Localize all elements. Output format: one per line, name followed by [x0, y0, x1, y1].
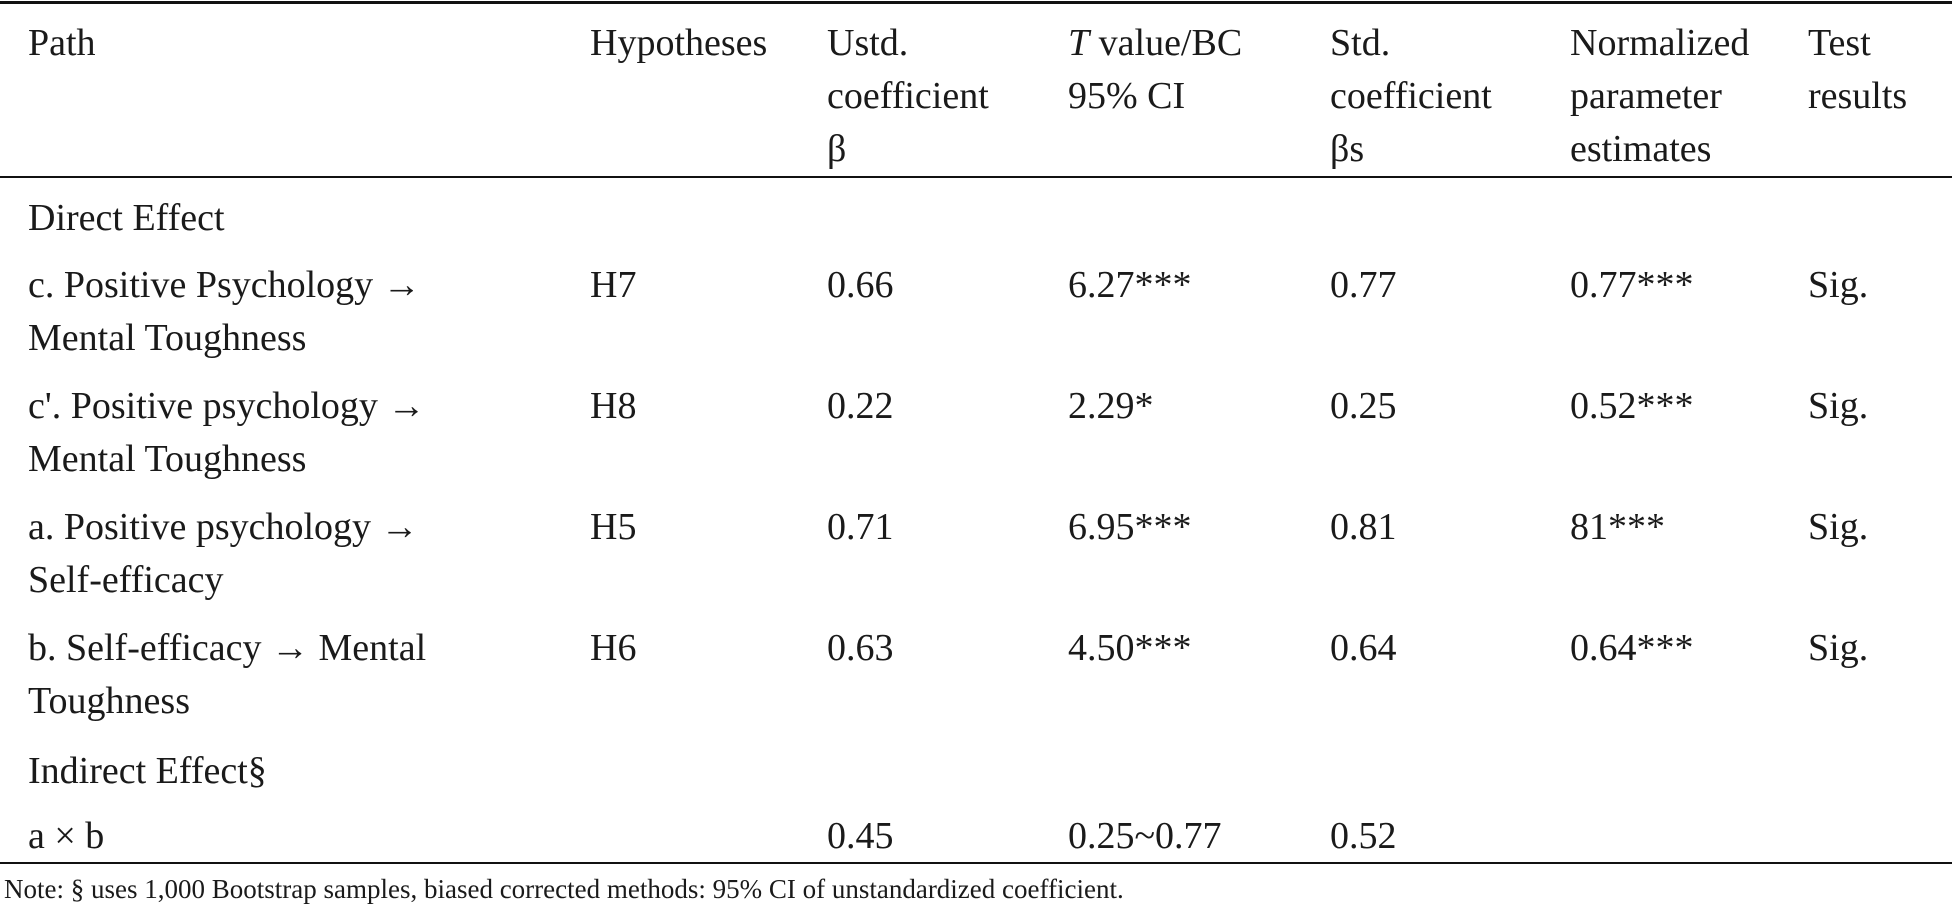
header-ustd-line2: coefficient	[827, 75, 989, 117]
row-1-hypothesis: H7	[590, 264, 637, 306]
header-norm-line2: parameter	[1570, 75, 1722, 117]
header-std-line3: βs	[1330, 128, 1365, 170]
row-1-path-line1: c. Positive Psychology →	[28, 264, 421, 306]
row-2-path-line2: Mental Toughness	[28, 438, 307, 480]
header-t-italic: T	[1068, 22, 1090, 64]
indirect-row-ustd: 0.45	[827, 815, 894, 857]
row-4-path: b. Self-efficacy → Mental Toughness	[28, 622, 426, 728]
row-3-path-line2: Self-efficacy	[28, 559, 224, 601]
header-t-line2: 95% CI	[1068, 75, 1186, 117]
header-test-results: Test results	[1808, 17, 1907, 123]
row-2-test-result: Sig.	[1808, 385, 1869, 427]
row-1-path: c. Positive Psychology → Mental Toughnes…	[28, 259, 421, 365]
bottom-rule	[0, 862, 1952, 864]
header-t-rest: value/BC	[1089, 22, 1243, 64]
indirect-row-std: 0.52	[1330, 815, 1397, 857]
row-3-ustd: 0.71	[827, 506, 894, 548]
row-3-path: a. Positive psychology → Self-efficacy	[28, 501, 419, 607]
row-3-test-result: Sig.	[1808, 506, 1869, 548]
header-test-line2: results	[1808, 75, 1908, 117]
row-1-normalized: 0.77***	[1570, 264, 1694, 306]
header-norm-line1: Normalized	[1570, 22, 1750, 64]
row-3-std: 0.81	[1330, 506, 1397, 548]
header-std-line1: Std.	[1330, 22, 1391, 64]
row-4-hypothesis: H6	[590, 627, 637, 669]
header-rule	[0, 176, 1952, 178]
row-2-path-line1: c'. Positive psychology →	[28, 385, 426, 427]
row-3-path-line1: a. Positive psychology →	[28, 506, 419, 548]
header-normalized-estimates: Normalized parameter estimates	[1570, 17, 1749, 176]
table-note: Note: § uses 1,000 Bootstrap samples, bi…	[4, 874, 1124, 904]
header-ustd-line1: Ustd.	[827, 22, 909, 64]
row-3-normalized: 81***	[1570, 506, 1665, 548]
row-3-t-value: 6.95***	[1068, 506, 1192, 548]
header-t-line1: T value/BC	[1068, 17, 1242, 70]
row-4-normalized: 0.64***	[1570, 627, 1694, 669]
row-2-path: c'. Positive psychology → Mental Toughne…	[28, 380, 425, 486]
row-4-t-value: 4.50***	[1068, 627, 1192, 669]
row-2-std: 0.25	[1330, 385, 1397, 427]
header-std-coefficient: Std. coefficient βs	[1330, 17, 1492, 176]
row-4-path-line2: Toughness	[28, 680, 191, 722]
row-2-t-value: 2.29*	[1068, 385, 1154, 427]
header-t-value: T value/BC 95% CI	[1068, 17, 1242, 123]
row-1-std: 0.77	[1330, 264, 1397, 306]
header-ustd-coefficient: Ustd. coefficient β	[827, 17, 989, 176]
row-1-ustd: 0.66	[827, 264, 894, 306]
section-indirect-effect: Indirect Effect§	[28, 750, 267, 792]
row-4-ustd: 0.63	[827, 627, 894, 669]
row-1-t-value: 6.27***	[1068, 264, 1192, 306]
header-std-line2: coefficient	[1330, 75, 1492, 117]
header-hypotheses: Hypotheses	[590, 22, 768, 64]
row-2-hypothesis: H8	[590, 385, 637, 427]
header-norm-line3: estimates	[1570, 128, 1712, 170]
top-rule	[0, 1, 1952, 4]
header-test-line1: Test	[1808, 22, 1871, 64]
row-2-normalized: 0.52***	[1570, 385, 1694, 427]
row-4-std: 0.64	[1330, 627, 1397, 669]
row-1-test-result: Sig.	[1808, 264, 1869, 306]
row-1-path-line2: Mental Toughness	[28, 317, 307, 359]
row-3-hypothesis: H5	[590, 506, 637, 548]
header-ustd-line3: β	[827, 128, 847, 170]
indirect-row-path: a × b	[28, 815, 105, 857]
row-4-path-line1: b. Self-efficacy → Mental	[28, 627, 427, 669]
row-2-ustd: 0.22	[827, 385, 894, 427]
row-4-test-result: Sig.	[1808, 627, 1869, 669]
section-direct-effect: Direct Effect	[28, 197, 225, 239]
header-path: Path	[28, 22, 96, 64]
indirect-row-ci: 0.25~0.77	[1068, 815, 1222, 857]
